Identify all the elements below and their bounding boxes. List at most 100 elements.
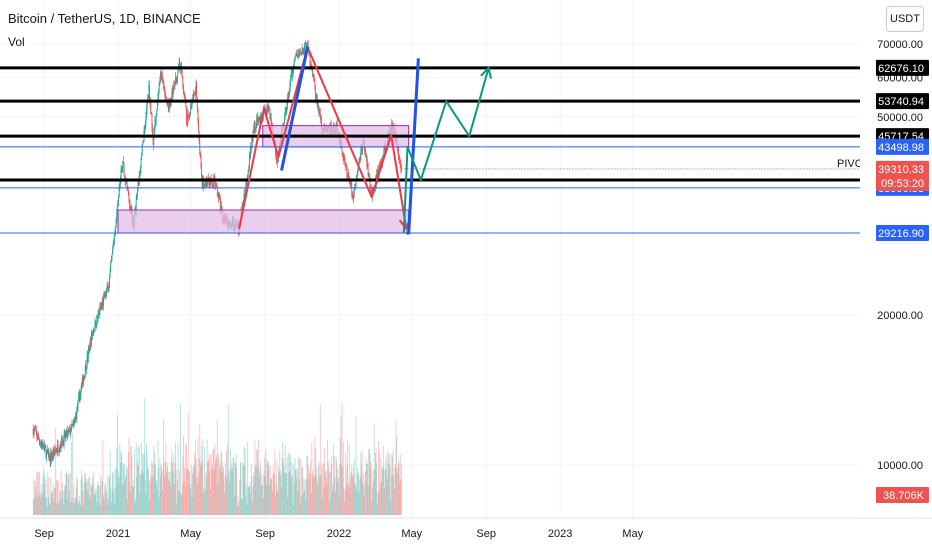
candle-body [110,262,112,271]
volume-bar [201,462,203,515]
candle-body [159,81,161,84]
volume-bar [92,471,94,515]
candle-body [379,162,381,165]
volume-bar [371,502,373,515]
candle-body [290,78,292,82]
volume-bar [205,472,207,515]
volume-bar [85,482,87,515]
volume-bar [351,464,353,515]
volume-bar [386,453,388,515]
candle-body [111,254,113,261]
volume-bar [146,443,147,515]
volume-bar [310,460,312,515]
volume-bar [375,447,377,515]
volume-bar [93,494,95,515]
volume-bar [103,495,104,515]
candle-body [127,190,129,193]
volume-bar [306,455,308,515]
volume-bar [84,473,86,515]
volume-bar [49,505,51,515]
candle-body [103,296,104,306]
volume-bar [252,485,254,515]
volume-bar [219,466,221,515]
volume-bar [244,465,246,515]
candle-body [244,193,246,195]
volume-bar [331,489,333,515]
volume-bar [69,472,71,515]
volume-bar [327,460,329,515]
volume-bar [263,471,265,515]
candle-body [365,155,367,157]
volume-bar [370,467,372,515]
volume-bar [339,437,341,515]
volume-bar [184,467,186,515]
candle-body [213,177,215,187]
volume-bar [173,454,175,515]
volume-bar [338,477,339,515]
candle-body [314,85,316,98]
candle-body [342,156,344,161]
candle-body [304,45,305,55]
volume-bar [233,495,235,515]
volume-bar [74,497,76,515]
volume-bar [324,470,326,515]
candle-body [61,437,63,445]
volume-bar [153,445,155,515]
candle-body [152,130,154,146]
volume-bar [166,472,167,515]
candle-body [58,450,60,452]
candle-body [43,443,44,449]
candle-body [212,185,214,187]
volume-bar [124,463,126,515]
volume-bar [133,449,135,515]
candle-body [216,186,218,195]
candle-body [341,145,343,153]
volume-bar [41,494,43,515]
volume-bar [129,446,131,515]
volume-bar [247,442,249,515]
volume-bar [391,475,393,515]
volume-bar [284,473,286,515]
candle-body [314,81,316,86]
volume-bar [270,478,272,515]
volume-bar [135,442,137,515]
level-price-value: 43498.98 [878,142,924,154]
volume-bar [258,477,260,515]
volume-bar [161,467,163,515]
candle-body [181,74,183,78]
candle-body [127,188,129,191]
currency-button[interactable]: USDT [886,6,924,32]
volume-bar [81,476,83,515]
volume-bar [348,443,350,515]
volume-bar [376,504,378,515]
volume-indicator-label[interactable]: Vol [8,35,25,49]
candle-body [379,162,381,169]
volume-bar [353,459,355,515]
volume-bar [246,504,248,515]
volume-bar [270,479,272,515]
volume-bar [341,403,343,515]
volume-bar [146,452,148,515]
time-axis-panel [0,518,860,550]
volume-bar [130,446,132,515]
volume-bar [76,487,78,515]
candle-body [141,155,143,158]
volume-bar [210,489,212,515]
volume-bar [83,482,85,515]
volume-bar [344,489,346,515]
volume-bar [218,453,220,515]
volume-bar [370,461,372,515]
volume-bar [54,487,56,515]
volume-bar [361,451,363,515]
volume-bar [241,499,243,515]
volume-bar [97,485,98,515]
volume-bar [387,479,388,515]
volume-bar [255,465,256,515]
candle-body [343,156,345,161]
volume-bar [255,467,257,515]
volume-bar [278,472,280,515]
volume-bar [199,424,201,515]
volume-bar [189,471,190,515]
candle-body [37,437,38,440]
